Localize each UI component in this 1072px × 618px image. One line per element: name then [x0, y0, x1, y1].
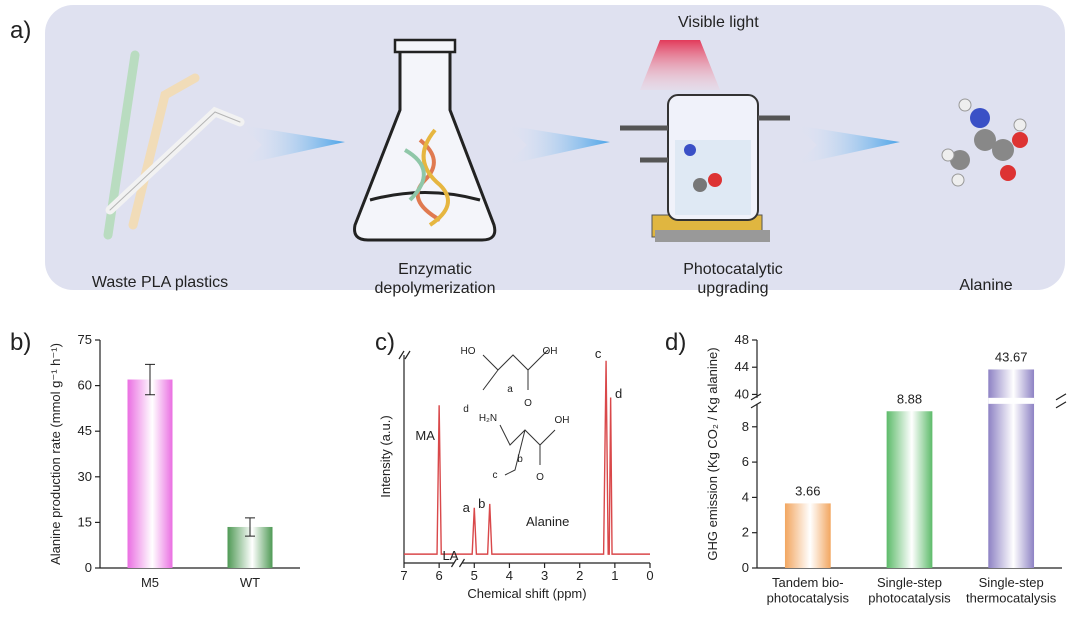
y-axis-title: Intensity (a.u.)	[378, 415, 393, 497]
flask	[353, 38, 497, 242]
step-label: Waste PLA plastics	[92, 274, 228, 291]
alanine-molecule	[941, 98, 1028, 187]
panel-label: b)	[10, 329, 31, 356]
axis-break	[398, 350, 411, 360]
structure-label: HO	[461, 346, 476, 357]
y-tick-label: 2	[742, 525, 749, 540]
value-label: 43.67	[995, 349, 1028, 364]
axis-break-gap	[454, 559, 463, 567]
error-bar	[145, 363, 155, 396]
structure	[499, 424, 556, 476]
spectrum-line	[404, 360, 650, 555]
x-tick-label: 5	[471, 568, 478, 583]
axis-break	[750, 393, 762, 401]
axis-break-gap	[751, 397, 1064, 404]
light-label: Visible light	[678, 14, 759, 31]
x-axis-title: Chemical shift (ppm)	[467, 586, 586, 601]
structure-label: O	[536, 472, 544, 483]
x-tick-label: WT	[240, 575, 260, 590]
straws	[103, 50, 245, 240]
structure-label: OH	[555, 415, 570, 426]
bar	[886, 411, 933, 568]
x-tick-label: Single-step thermocatalysis	[966, 575, 1057, 606]
structure-label: d	[463, 404, 469, 415]
reactor	[620, 40, 790, 242]
x-tick-label: 1	[611, 568, 618, 583]
arrows	[240, 125, 900, 165]
axis-break	[750, 401, 762, 409]
peak-label: a	[463, 500, 471, 515]
y-tick-label: 44	[735, 359, 749, 374]
y-tick-label: 0	[742, 560, 749, 575]
step-label: Photocatalytic upgrading	[683, 261, 783, 297]
x-tick-label: 4	[506, 568, 513, 583]
x-tick-label: M5	[141, 575, 159, 590]
x-tick-label: Tandem bio-photocatalysis	[767, 575, 850, 606]
y-tick-label: 15	[78, 514, 92, 529]
step-label: Enzymatic depolymerization	[375, 261, 496, 297]
x-tick-label: 0	[646, 568, 653, 583]
structure-label: c	[493, 470, 498, 481]
x-tick-label: 6	[436, 568, 443, 583]
y-tick-label: 8	[742, 419, 749, 434]
peak-label: c	[595, 346, 602, 361]
bar	[127, 379, 173, 568]
step-label: Alanine	[959, 277, 1012, 294]
peak-label: Alanine	[526, 514, 569, 529]
structure-label: O	[524, 398, 532, 409]
structure-label: OH	[543, 346, 558, 357]
y-tick-label: 60	[78, 378, 92, 393]
peak-label: d	[615, 386, 622, 401]
axis-break	[1055, 401, 1067, 409]
y-tick-label: 30	[78, 469, 92, 484]
y-tick-label: 75	[78, 332, 92, 347]
axis-break	[450, 558, 465, 568]
peak-label: MA	[415, 428, 435, 443]
x-tick-label: 3	[541, 568, 548, 583]
y-tick-label: 4	[742, 489, 749, 504]
panel-a: a) Visible light Waste PLA plastics Enzy…	[10, 5, 1065, 297]
y-axis-title: GHG emission (Kg CO₂ / Kg alanine)	[705, 347, 720, 560]
panel-label: c)	[375, 329, 395, 356]
y-tick-label: 45	[78, 423, 92, 438]
y-axis-title: Alanine production rate (mmol g⁻¹ h⁻¹)	[48, 343, 63, 565]
y-tick-label: 48	[735, 332, 749, 347]
y-tick-label: 6	[742, 454, 749, 469]
error-bar	[245, 517, 255, 537]
x-tick-label: 7	[400, 568, 407, 583]
value-label: 8.88	[897, 391, 922, 406]
structure	[482, 349, 549, 391]
peak-label: LA	[443, 548, 459, 563]
x-tick-label: Single-step photocatalysis	[868, 575, 951, 606]
panel-label: d)	[665, 329, 686, 356]
axis-break	[1055, 393, 1067, 401]
panel-label: a)	[10, 17, 31, 44]
y-tick-label: 0	[85, 560, 92, 575]
structure-label: a	[507, 384, 513, 395]
peak-label: b	[478, 496, 485, 511]
structure-label: H₂N	[479, 413, 497, 424]
structure-label: b	[517, 454, 523, 465]
x-tick-label: 2	[576, 568, 583, 583]
bar	[784, 503, 831, 568]
value-label: 3.66	[795, 483, 820, 498]
y-tick-label: 40	[735, 386, 749, 401]
bar-break	[988, 397, 1035, 404]
